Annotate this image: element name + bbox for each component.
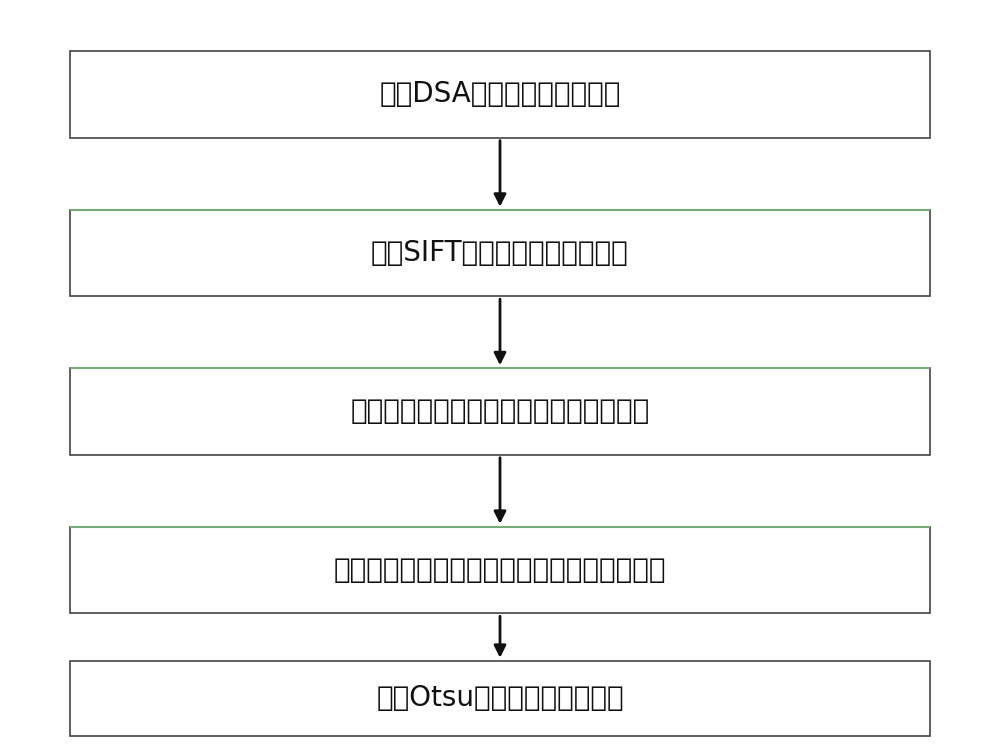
Text: 基于灰度梯度的几何特征点局部位置调整: 基于灰度梯度的几何特征点局部位置调整 [350, 397, 650, 426]
Text: 基于SIFT算法的几何特征点提取: 基于SIFT算法的几何特征点提取 [371, 239, 629, 267]
Bar [70, 368, 930, 455]
Text: 输入DSA蒙片图像和活片图像: 输入DSA蒙片图像和活片图像 [379, 80, 621, 109]
Bar [70, 51, 930, 137]
Bar [70, 210, 930, 296]
Text: 基于Otsu阈值的血管图像分割: 基于Otsu阈值的血管图像分割 [376, 684, 624, 713]
Bar [70, 527, 930, 613]
Bar [70, 661, 930, 736]
Text: 基于欧氏距离的几何特征点聚类及布尔差运算: 基于欧氏距离的几何特征点聚类及布尔差运算 [334, 556, 666, 584]
